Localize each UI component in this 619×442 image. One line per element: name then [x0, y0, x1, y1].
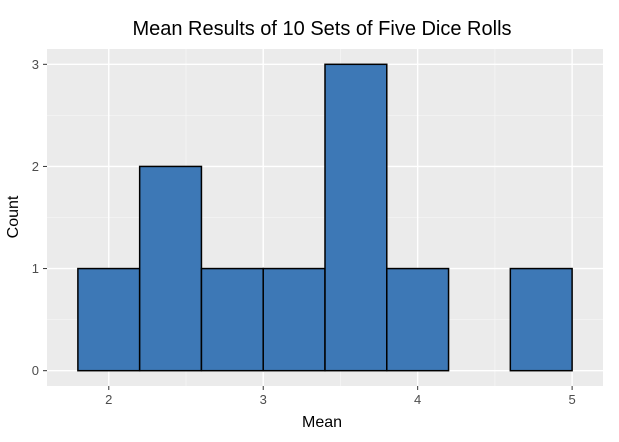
histogram-bars — [77, 63, 573, 372]
histogram-bar-1 — [138, 165, 203, 372]
histogram-bar-2 — [200, 267, 264, 372]
y-tick-label: 0 — [32, 363, 39, 378]
x-tick-label: 2 — [105, 392, 112, 407]
chart-title: Mean Results of 10 Sets of Five Dice Rol… — [132, 18, 511, 40]
y-tick-label: 1 — [32, 261, 39, 276]
y-tick-label: 2 — [32, 159, 39, 174]
x-tick-label: 3 — [260, 392, 267, 407]
histogram-bar-4 — [324, 63, 388, 372]
histogram-bar-0 — [77, 267, 141, 372]
histogram-bar-5 — [386, 267, 450, 372]
histogram-bar-7 — [509, 267, 573, 372]
y-axis-ticks: 0 1 2 3 — [32, 57, 47, 378]
x-tick-label: 4 — [414, 392, 421, 407]
histogram-bar-3 — [262, 267, 326, 372]
x-tick-label: 5 — [568, 392, 575, 407]
y-axis-label: Count — [5, 195, 22, 238]
y-tick-label: 3 — [32, 57, 39, 72]
x-axis-ticks: 2 3 4 5 — [105, 386, 576, 407]
x-axis-label: Mean — [302, 414, 342, 431]
